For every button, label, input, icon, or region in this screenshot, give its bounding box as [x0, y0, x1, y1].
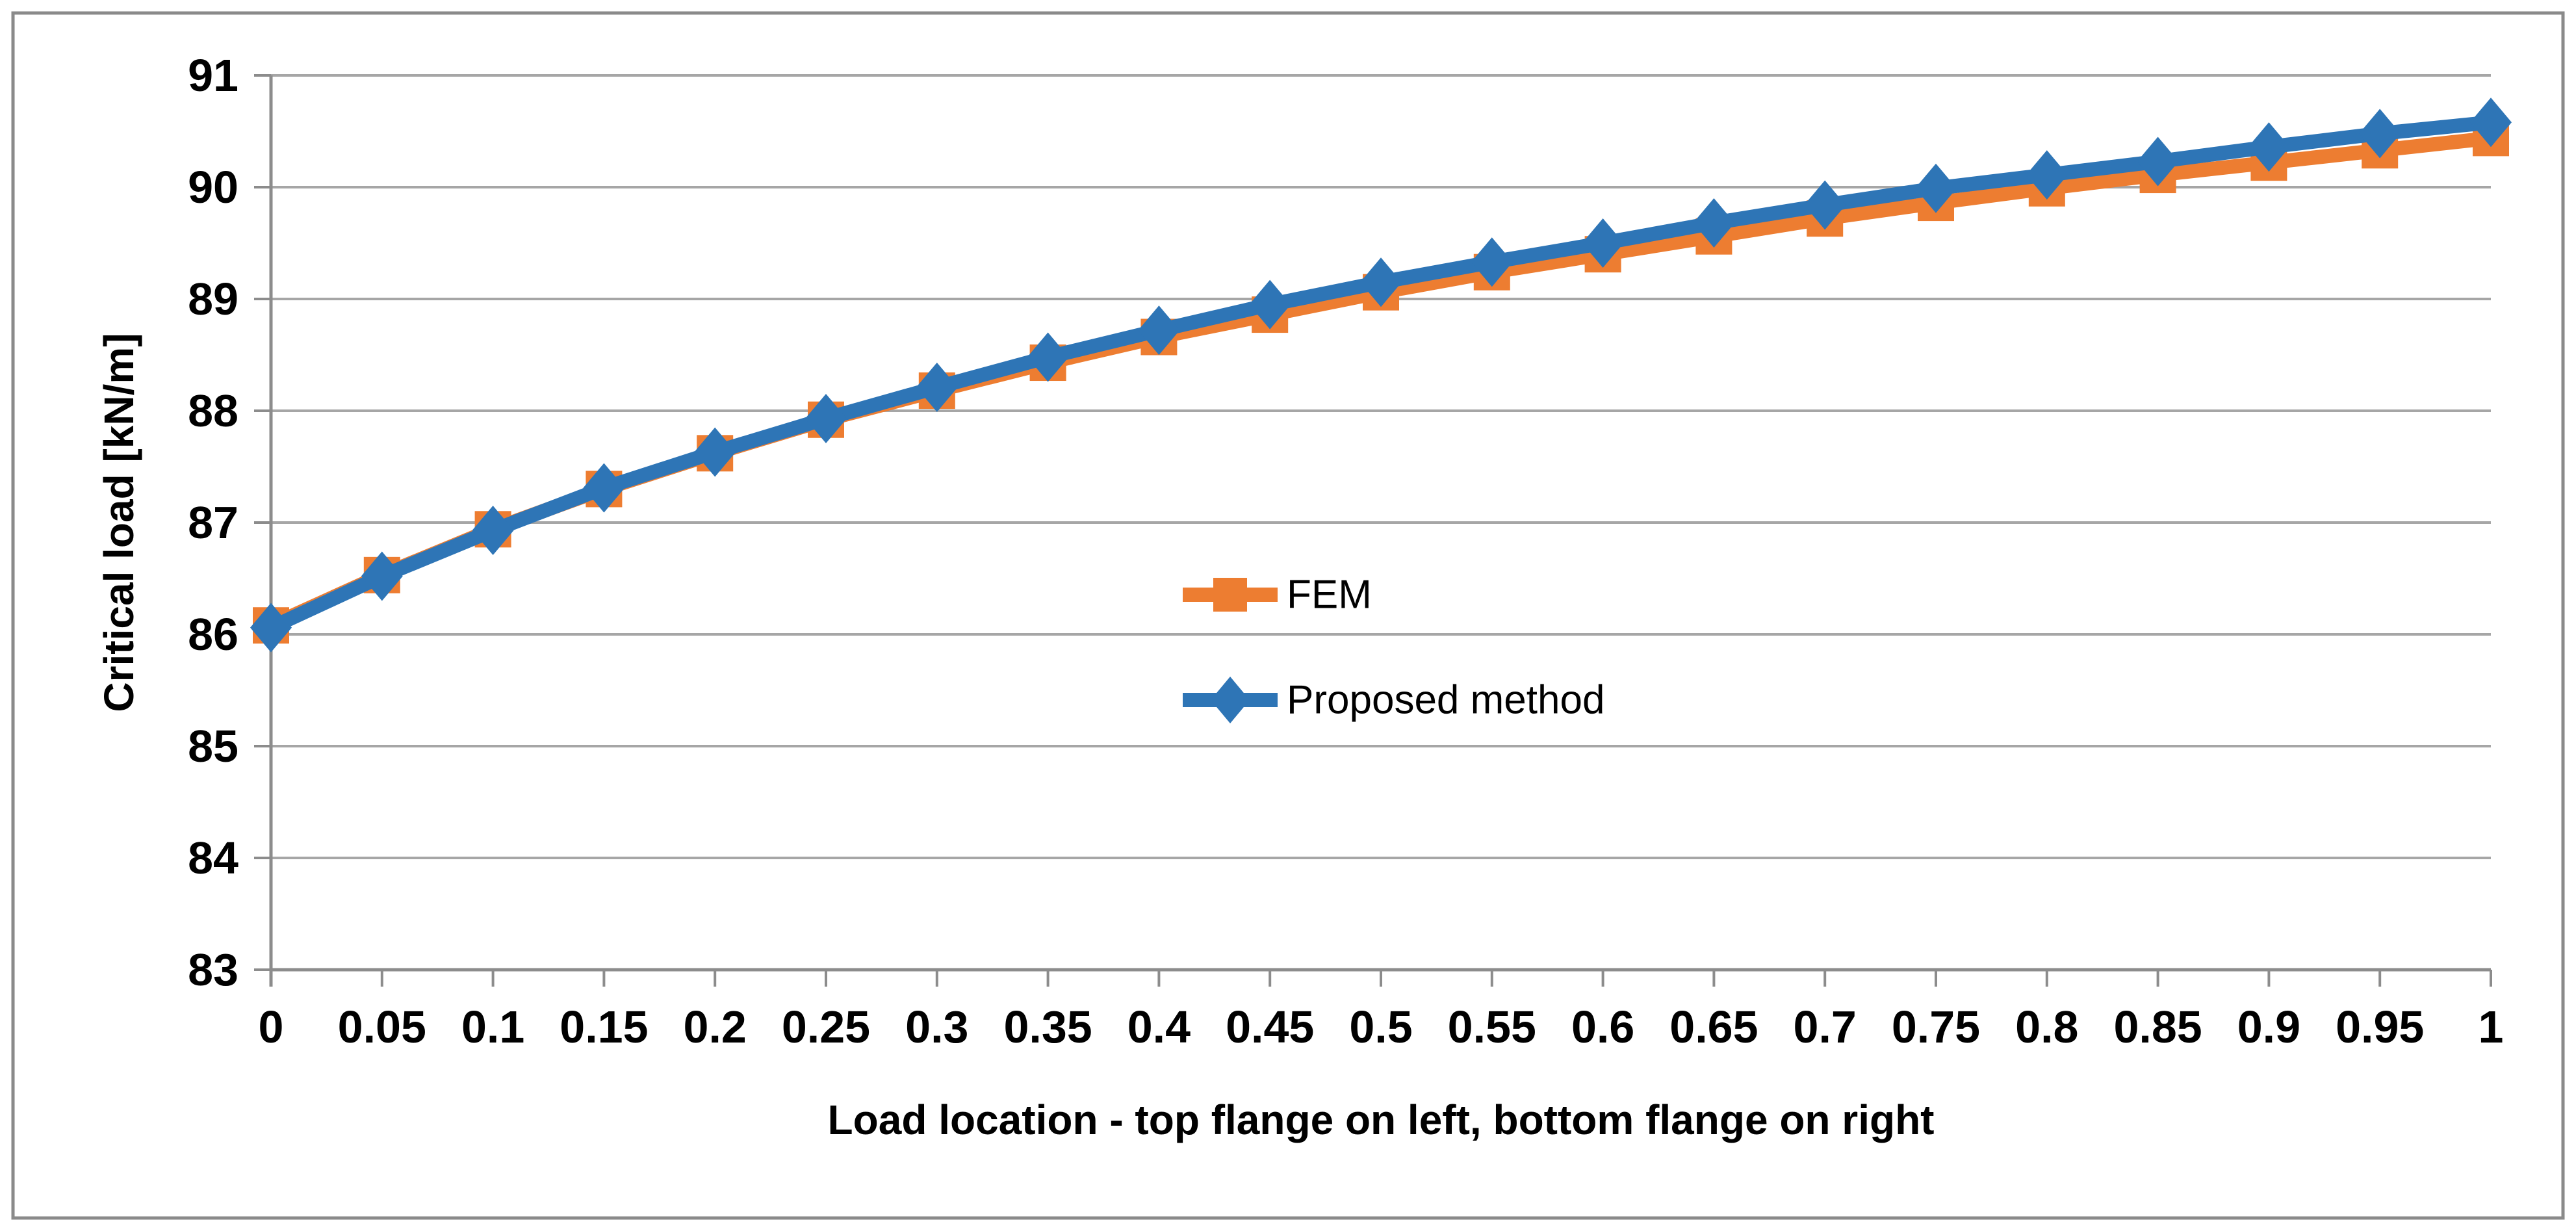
x-tick-label: 0.25 — [782, 1002, 870, 1052]
data-point-marker — [472, 506, 514, 556]
x-tick-label: 0.95 — [2336, 1002, 2424, 1052]
data-point-marker — [250, 603, 292, 653]
x-tick-labels: 0 0.05 0.1 0.15 0.2 0.25 0.3 0.35 0.4 0.45 0.5 0.55… — [259, 1002, 2504, 1052]
data-point-marker — [1360, 257, 1402, 307]
series-line — [264, 115, 2498, 635]
x-tick-label: 0.85 — [2113, 1002, 2202, 1052]
x-tick-label: 0.8 — [2015, 1002, 2078, 1052]
data-point-marker — [1693, 198, 1735, 248]
axes — [269, 75, 2491, 987]
y-tick-label: 85 — [188, 721, 238, 771]
gridlines — [271, 74, 2491, 859]
y-tick-label: 87 — [188, 497, 238, 548]
legend-label-proposed: Proposed method — [1287, 678, 1604, 723]
data-point-marker — [583, 463, 625, 513]
x-tick-label: 0.45 — [1226, 1002, 1314, 1052]
x-tick-label: 0.1 — [461, 1002, 524, 1052]
figure-border — [11, 11, 2565, 1220]
x-tick-label: 0.9 — [2237, 1002, 2300, 1052]
series-proposed — [250, 97, 2512, 653]
data-point-marker — [1213, 578, 1247, 612]
data-point-marker — [1249, 279, 1291, 330]
y-tick-label: 86 — [188, 609, 238, 660]
x-tick-label: 0.35 — [1003, 1002, 1092, 1052]
data-point-marker — [2359, 109, 2401, 159]
data-point-marker — [361, 551, 403, 601]
data-point-marker — [1471, 237, 1513, 287]
x-tick-label: 0 — [259, 1002, 284, 1052]
x-tick-label: 0.5 — [1349, 1002, 1412, 1052]
legend-marker-fem — [1183, 578, 1278, 612]
x-tick-label: 0.3 — [905, 1002, 968, 1052]
data-point-marker — [2137, 136, 2179, 187]
legend-item-fem: FEM — [1183, 573, 1372, 617]
data-point-marker — [1138, 305, 1180, 356]
data-point-marker — [805, 394, 847, 444]
data-point-marker — [2470, 97, 2512, 148]
data-point-marker — [1211, 677, 1250, 723]
tick-marks — [254, 74, 2492, 987]
legend-item-proposed: Proposed method — [1183, 677, 1604, 723]
data-point-marker — [1582, 218, 1624, 268]
data-point-marker — [694, 427, 736, 477]
data-point-marker — [1027, 332, 1069, 382]
x-tick-label: 0.55 — [1448, 1002, 1536, 1052]
x-tick-label: 0.7 — [1794, 1002, 1857, 1052]
y-tick-labels: 83 84 85 86 87 88 89 90 91 — [188, 50, 238, 995]
x-tick-label: 0.2 — [684, 1002, 747, 1052]
x-tick-label: 0.4 — [1127, 1002, 1191, 1052]
legend-label-fem: FEM — [1287, 573, 1372, 617]
y-tick-label: 89 — [188, 274, 238, 324]
x-tick-label: 0.75 — [1892, 1002, 1980, 1052]
x-axis-title: Load location - top flange on left, bott… — [828, 1096, 1935, 1143]
y-tick-label: 84 — [188, 833, 238, 883]
x-tick-label: 1 — [2479, 1002, 2504, 1052]
data-point-marker — [1915, 163, 1957, 213]
series-line — [264, 131, 2498, 633]
y-tick-label: 90 — [188, 162, 238, 213]
data-point-marker — [2026, 150, 2068, 200]
legend: FEM Proposed method — [1183, 573, 1604, 723]
y-tick-label: 91 — [188, 50, 238, 101]
data-point-marker — [916, 362, 958, 412]
y-tick-label: 83 — [188, 944, 238, 995]
x-tick-label: 0.15 — [560, 1002, 648, 1052]
x-tick-label: 0.6 — [1571, 1002, 1634, 1052]
x-tick-label: 0.05 — [338, 1002, 426, 1052]
y-tick-label: 88 — [188, 385, 238, 436]
data-point-marker — [2248, 122, 2290, 172]
x-tick-label: 0.65 — [1669, 1002, 1758, 1052]
data-point-marker — [1804, 180, 1846, 230]
y-axis-title: Critical load [kN/m] — [96, 333, 142, 712]
legend-marker-proposed — [1183, 677, 1278, 723]
series-fem — [253, 120, 2509, 644]
